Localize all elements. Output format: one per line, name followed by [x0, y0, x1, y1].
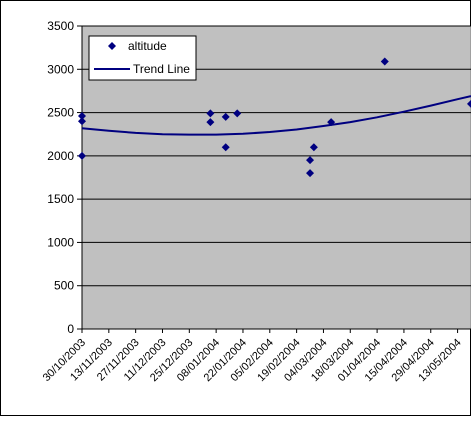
trend-line — [81, 95, 471, 136]
altitude-data-point — [206, 118, 215, 127]
altitude-data-point — [78, 151, 86, 160]
altitude-data-point — [327, 118, 336, 127]
y-tick-label: 500 — [54, 279, 74, 293]
legend-trend-line-label: Trend Line — [133, 62, 190, 76]
altitude-data-point — [467, 99, 471, 108]
y-tick-label: 2000 — [47, 149, 74, 163]
legend: altitude Trend Line — [88, 35, 197, 81]
altitude-data-point — [233, 109, 242, 118]
y-tick-label: 1500 — [47, 192, 74, 206]
legend-box — [88, 35, 197, 81]
altitude-data-point — [380, 57, 389, 66]
altitude-data-point — [206, 109, 215, 118]
altitude-data-point — [221, 143, 230, 152]
altitude-data-point — [78, 117, 86, 126]
y-tick-label: 1000 — [47, 235, 74, 249]
altitude-data-point — [221, 112, 230, 121]
altitude-data-point — [306, 156, 315, 165]
legend-altitude-marker — [108, 42, 116, 50]
y-tick-label: 2500 — [47, 106, 74, 120]
series — [78, 57, 471, 178]
y-tick-label: 3500 — [47, 19, 74, 33]
altitude-data-point — [309, 143, 318, 152]
y-tick-label: 0 — [67, 322, 74, 336]
legend-altitude-label: altitude — [128, 39, 167, 53]
altitude-data-point — [78, 112, 86, 121]
y-tick-label: 3000 — [47, 62, 74, 76]
altitude-data-point — [306, 169, 315, 178]
